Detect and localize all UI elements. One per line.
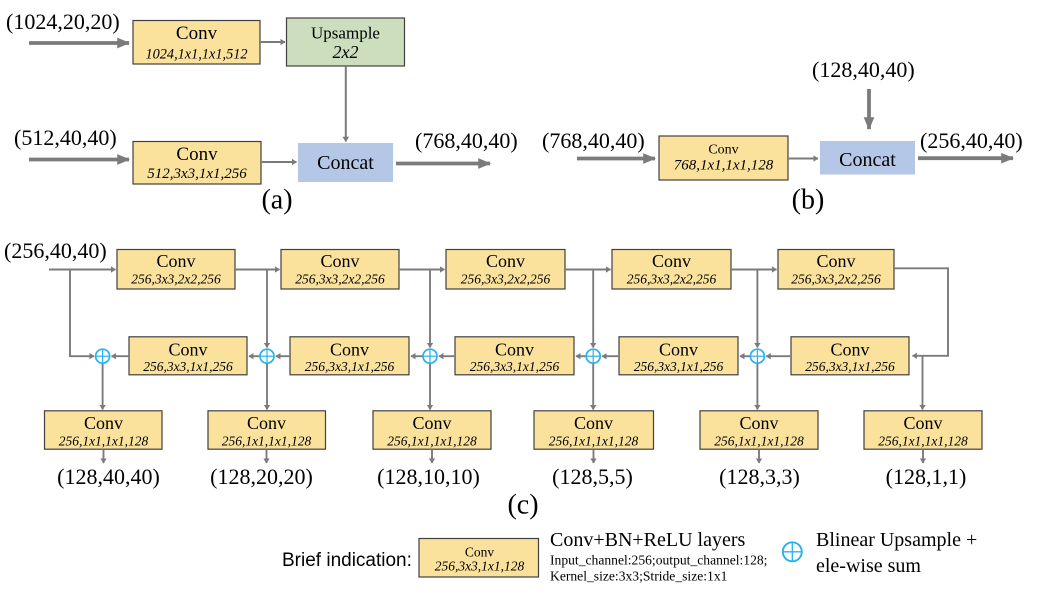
svg-text:256,3x3,2x2,256: 256,3x3,2x2,256 — [461, 272, 551, 287]
svg-text:256,1x1,1x1,128: 256,1x1,1x1,128 — [549, 434, 639, 449]
svg-text:256,3x3,1x1,256: 256,3x3,1x1,256 — [143, 359, 233, 374]
svg-text:Conv: Conv — [176, 23, 218, 44]
svg-text:Conv: Conv — [708, 143, 738, 158]
svg-text:(128,5,5): (128,5,5) — [552, 464, 633, 489]
svg-text:Conv: Conv — [659, 340, 698, 360]
svg-text:256,1x1,1x1,128: 256,1x1,1x1,128 — [59, 434, 149, 449]
svg-text:Concat: Concat — [839, 149, 896, 171]
svg-text:256,3x3,1x1,256: 256,3x3,1x1,256 — [634, 359, 724, 374]
svg-text:Conv: Conv — [739, 413, 778, 433]
svg-text:(768,40,40): (768,40,40) — [542, 128, 645, 153]
svg-text:(512,40,40): (512,40,40) — [14, 125, 117, 150]
svg-text:(256,40,40): (256,40,40) — [920, 128, 1023, 153]
svg-text:Conv: Conv — [330, 340, 369, 360]
svg-text:256,1x1,1x1,128: 256,1x1,1x1,128 — [878, 434, 968, 449]
svg-text:768,1x1,1x1,128: 768,1x1,1x1,128 — [674, 158, 774, 174]
svg-text:2x2: 2x2 — [333, 42, 359, 62]
svg-text:Conv: Conv — [176, 144, 218, 165]
svg-text:Conv: Conv — [495, 340, 534, 360]
svg-text:Conv: Conv — [156, 251, 195, 271]
svg-text:256,3x3,1x1,256: 256,3x3,1x1,256 — [805, 359, 895, 374]
svg-text:Conv: Conv — [247, 413, 286, 433]
svg-text:Conv: Conv — [652, 251, 691, 271]
svg-text:Conv: Conv — [412, 413, 451, 433]
svg-text:(128,40,40): (128,40,40) — [812, 57, 915, 82]
svg-text:Kernel_size:3x3;Stride_size:1x: Kernel_size:3x3;Stride_size:1x1 — [550, 569, 727, 584]
svg-text:(128,3,3): (128,3,3) — [719, 464, 800, 489]
svg-text:256,3x3,2x2,256: 256,3x3,2x2,256 — [131, 272, 221, 287]
svg-text:Brief indication:: Brief indication: — [282, 550, 412, 571]
svg-text:256,1x1,1x1,128: 256,1x1,1x1,128 — [222, 434, 312, 449]
svg-text:Blinear Upsample +: Blinear Upsample + — [816, 529, 977, 551]
svg-text:256,3x3,1x1,256: 256,3x3,1x1,256 — [470, 359, 560, 374]
svg-text:(a): (a) — [261, 185, 292, 216]
svg-text:512,3x3,1x1,256: 512,3x3,1x1,256 — [147, 166, 247, 182]
svg-text:Conv: Conv — [486, 251, 525, 271]
svg-text:(c): (c) — [507, 490, 538, 521]
svg-text:256,3x3,2x2,256: 256,3x3,2x2,256 — [295, 272, 385, 287]
svg-text:Concat: Concat — [317, 152, 374, 174]
svg-text:(128,20,20): (128,20,20) — [210, 464, 313, 489]
svg-text:(768,40,40): (768,40,40) — [415, 128, 518, 153]
svg-text:(128,1,1): (128,1,1) — [886, 464, 967, 489]
svg-text:256,3x3,1x1,256: 256,3x3,1x1,256 — [305, 359, 395, 374]
svg-text:(b): (b) — [792, 185, 825, 216]
svg-text:256,1x1,1x1,128: 256,1x1,1x1,128 — [714, 434, 804, 449]
svg-text:Conv: Conv — [574, 413, 613, 433]
svg-text:Conv+BN+ReLU layers: Conv+BN+ReLU layers — [550, 529, 746, 551]
svg-text:(128,10,10): (128,10,10) — [377, 464, 480, 489]
svg-text:256,3x3,2x2,256: 256,3x3,2x2,256 — [627, 272, 717, 287]
svg-text:Conv: Conv — [168, 340, 207, 360]
svg-text:256,3x3,2x2,256: 256,3x3,2x2,256 — [791, 272, 881, 287]
svg-text:(1024,20,20): (1024,20,20) — [6, 9, 120, 34]
svg-text:Conv: Conv — [465, 545, 495, 560]
svg-text:(128,40,40): (128,40,40) — [57, 464, 160, 489]
svg-text:(256,40,40): (256,40,40) — [4, 238, 107, 263]
svg-text:1024,1x1,1x1,512: 1024,1x1,1x1,512 — [145, 47, 247, 63]
svg-text:256,1x1,1x1,128: 256,1x1,1x1,128 — [387, 434, 477, 449]
svg-text:Conv: Conv — [903, 413, 942, 433]
svg-text:ele-wise sum: ele-wise sum — [816, 555, 921, 577]
svg-text:Conv: Conv — [816, 251, 855, 271]
svg-text:Conv: Conv — [320, 251, 359, 271]
svg-text:256,3x3,1x1,128: 256,3x3,1x1,128 — [435, 559, 525, 574]
svg-text:Conv: Conv — [830, 340, 869, 360]
svg-text:Upsample: Upsample — [311, 24, 380, 43]
svg-text:Input_channel:256;output_chann: Input_channel:256;output_channel:128; — [550, 553, 767, 568]
svg-text:Conv: Conv — [84, 413, 123, 433]
